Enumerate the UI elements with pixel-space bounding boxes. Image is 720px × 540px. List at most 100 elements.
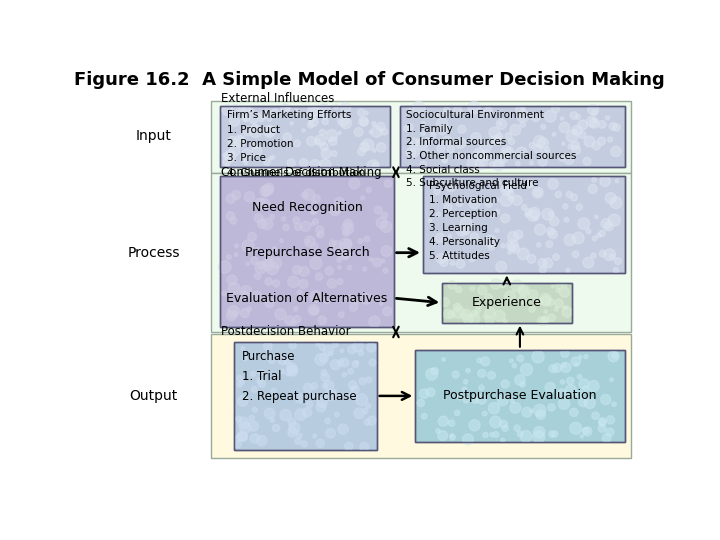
- Circle shape: [315, 354, 327, 366]
- Circle shape: [363, 409, 368, 414]
- Circle shape: [566, 130, 578, 142]
- Circle shape: [534, 189, 541, 197]
- Circle shape: [338, 312, 344, 318]
- Circle shape: [457, 394, 464, 400]
- Circle shape: [564, 234, 575, 246]
- Circle shape: [616, 179, 618, 183]
- Circle shape: [264, 110, 271, 117]
- Circle shape: [496, 119, 507, 129]
- Circle shape: [566, 192, 572, 198]
- Circle shape: [227, 255, 231, 259]
- Circle shape: [362, 139, 374, 151]
- Circle shape: [492, 136, 500, 144]
- Circle shape: [539, 294, 551, 305]
- Circle shape: [324, 298, 330, 303]
- Circle shape: [528, 306, 535, 312]
- Circle shape: [478, 369, 486, 377]
- Circle shape: [324, 381, 334, 390]
- Circle shape: [508, 243, 515, 250]
- Circle shape: [588, 381, 599, 392]
- Circle shape: [289, 342, 296, 349]
- Circle shape: [256, 112, 258, 116]
- Circle shape: [338, 131, 341, 134]
- Circle shape: [305, 236, 315, 247]
- Circle shape: [372, 258, 382, 267]
- Circle shape: [354, 127, 363, 137]
- Circle shape: [521, 205, 527, 210]
- Bar: [442, 283, 572, 323]
- Circle shape: [545, 110, 557, 122]
- Bar: [442, 283, 572, 323]
- Circle shape: [500, 214, 510, 223]
- Circle shape: [228, 137, 237, 146]
- Circle shape: [481, 357, 490, 366]
- Circle shape: [360, 442, 369, 451]
- Circle shape: [490, 214, 494, 218]
- Circle shape: [584, 397, 595, 409]
- Circle shape: [273, 280, 279, 287]
- Circle shape: [358, 109, 365, 116]
- Circle shape: [579, 379, 589, 389]
- Circle shape: [522, 407, 532, 417]
- Circle shape: [442, 158, 448, 163]
- Circle shape: [510, 359, 513, 363]
- Circle shape: [444, 107, 450, 113]
- Circle shape: [238, 417, 249, 429]
- Circle shape: [534, 404, 546, 416]
- Circle shape: [467, 159, 477, 168]
- Circle shape: [545, 382, 555, 393]
- Circle shape: [469, 313, 480, 324]
- Circle shape: [310, 291, 322, 302]
- Circle shape: [612, 402, 616, 407]
- Circle shape: [426, 388, 435, 396]
- Circle shape: [493, 431, 499, 437]
- Circle shape: [382, 129, 388, 135]
- Circle shape: [508, 251, 511, 254]
- Circle shape: [421, 413, 427, 419]
- Circle shape: [269, 157, 272, 160]
- Circle shape: [476, 303, 482, 309]
- Circle shape: [300, 159, 308, 167]
- Circle shape: [417, 399, 425, 407]
- Circle shape: [225, 163, 229, 166]
- Circle shape: [251, 142, 258, 149]
- Circle shape: [482, 411, 487, 416]
- Circle shape: [354, 408, 364, 418]
- Circle shape: [485, 316, 494, 325]
- Circle shape: [251, 124, 259, 132]
- Text: Prepurchase Search: Prepurchase Search: [245, 246, 369, 259]
- Circle shape: [559, 156, 564, 161]
- Circle shape: [285, 316, 294, 325]
- Circle shape: [410, 148, 419, 157]
- Circle shape: [320, 130, 325, 136]
- Circle shape: [366, 377, 372, 383]
- Circle shape: [485, 200, 492, 207]
- Circle shape: [593, 118, 597, 122]
- Circle shape: [556, 282, 562, 289]
- Circle shape: [518, 295, 527, 304]
- Circle shape: [252, 407, 257, 412]
- Circle shape: [533, 430, 545, 443]
- Circle shape: [281, 104, 289, 113]
- Circle shape: [503, 319, 507, 323]
- Circle shape: [604, 249, 616, 261]
- Circle shape: [500, 184, 512, 195]
- Circle shape: [517, 110, 529, 122]
- Circle shape: [283, 224, 289, 231]
- Circle shape: [240, 380, 245, 384]
- Circle shape: [453, 306, 464, 318]
- Circle shape: [509, 197, 513, 201]
- Circle shape: [238, 396, 248, 406]
- Bar: [423, 177, 625, 273]
- Circle shape: [456, 260, 465, 268]
- Circle shape: [461, 309, 471, 320]
- Circle shape: [515, 375, 525, 385]
- Circle shape: [383, 307, 392, 316]
- Circle shape: [348, 368, 354, 374]
- Circle shape: [505, 133, 512, 139]
- Circle shape: [549, 230, 557, 239]
- Circle shape: [462, 387, 467, 392]
- Circle shape: [562, 307, 572, 317]
- Circle shape: [258, 198, 270, 210]
- Circle shape: [335, 198, 344, 207]
